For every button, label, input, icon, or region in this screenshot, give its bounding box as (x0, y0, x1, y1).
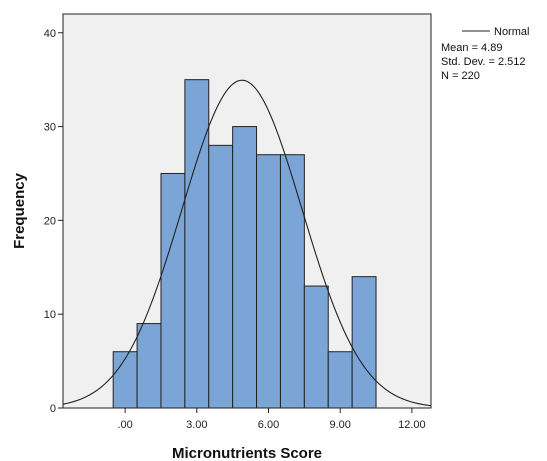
normal-curve (62, 79, 432, 407)
histogram-bar (208, 144, 234, 409)
histogram-bar (351, 276, 377, 409)
x-tick-label: 3.00 (186, 419, 207, 431)
histogram-bar (160, 172, 186, 409)
histogram-bar (112, 351, 138, 409)
histogram-bars (112, 79, 377, 409)
x-axis-ticks: .00 3.00 6.00 9.00 12.00 (117, 408, 426, 431)
histogram-bar (232, 126, 258, 409)
histogram-bar (256, 154, 281, 409)
x-tick-label: .00 (117, 419, 132, 431)
y-tick-label: 30 (44, 122, 56, 134)
histogram-bar (303, 285, 329, 409)
histogram-bar (327, 351, 353, 409)
legend-normal-label: Normal (494, 26, 529, 38)
legend: Normal Mean = 4.89 Std. Dev. = 2.512 N =… (441, 26, 529, 82)
legend-n: N = 220 (441, 70, 480, 82)
y-axis-ticks: 0 10 20 30 40 (44, 28, 63, 415)
x-axis-title: Micronutrients Score (172, 445, 322, 461)
y-axis-title: Frequency (11, 172, 28, 249)
x-tick-label: 12.00 (398, 419, 426, 431)
y-tick-label: 40 (44, 28, 56, 40)
y-tick-label: 0 (50, 403, 56, 415)
legend-std-dev: Std. Dev. = 2.512 (441, 56, 526, 68)
x-tick-label: 9.00 (329, 419, 350, 431)
histogram-bar (184, 79, 210, 409)
legend-mean: Mean = 4.89 (441, 42, 502, 54)
histogram-bar (279, 154, 305, 409)
y-tick-label: 10 (44, 309, 56, 321)
histogram-bar (136, 323, 162, 409)
x-tick-label: 6.00 (258, 419, 279, 431)
y-tick-label: 20 (44, 215, 56, 227)
